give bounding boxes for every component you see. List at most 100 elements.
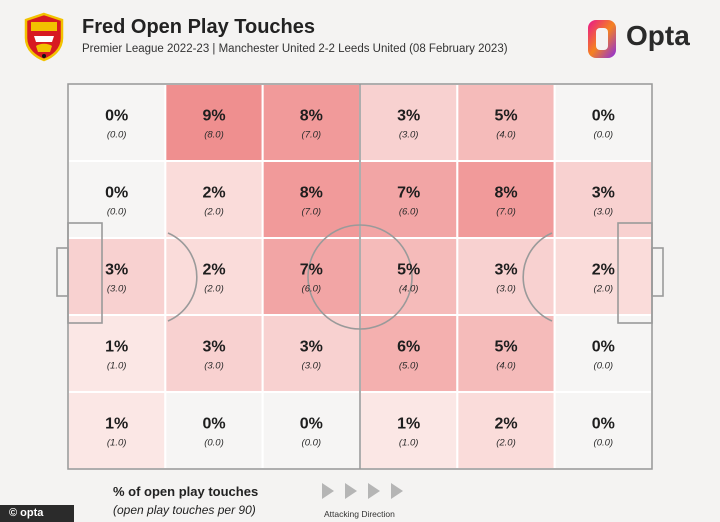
cell-per90-label: (0.0) — [107, 207, 127, 218]
cell-percent-label: 3% — [202, 339, 225, 356]
cell-percent-label: 8% — [300, 108, 323, 125]
cell-per90-label: (4.0) — [399, 284, 419, 295]
pitch-markings — [56, 83, 664, 470]
cell-per90-label: (6.0) — [399, 207, 419, 218]
cell-per90-label: (6.0) — [302, 284, 322, 295]
cell-percent-label: 0% — [105, 108, 128, 125]
cell-percent-label: 7% — [300, 262, 323, 279]
cell-percent-label: 3% — [105, 262, 128, 279]
opta-logo-icon — [588, 20, 616, 58]
cell-per90-label: (2.0) — [204, 207, 224, 218]
cell-per90-label: (3.0) — [496, 284, 516, 295]
cell-percent-label: 1% — [105, 416, 128, 433]
cell-per90-label: (2.0) — [594, 284, 614, 295]
play-arrow-icon — [322, 483, 334, 499]
cell-percent-label: 5% — [494, 108, 517, 125]
cell-per90-label: (3.0) — [594, 207, 614, 218]
cell-percent-label: 2% — [202, 262, 225, 279]
left-goal — [56, 247, 69, 297]
heatmap-cell — [261, 160, 361, 239]
cell-per90-label: (4.0) — [496, 361, 516, 372]
cell-per90-label: (4.0) — [496, 130, 516, 141]
cell-percent-label: 0% — [592, 339, 615, 356]
chart-title: Fred Open Play Touches — [82, 16, 316, 38]
heatmap-labels: 0% (0.0) 9% (8.0) 8% (7.0) 3% (3.0) 5% (4.0) 0% (0.… — [105, 108, 615, 449]
cell-percent-label: 3% — [397, 108, 420, 125]
heatmap-cell — [553, 391, 654, 470]
heatmap-cell — [553, 314, 654, 393]
cell-per90-label: (2.0) — [204, 284, 224, 295]
cell-percent-label: 0% — [592, 416, 615, 433]
cell-per90-label: (8.0) — [204, 130, 224, 141]
heatmap-cell — [164, 391, 264, 470]
chart-subtitle: Premier League 2022-23 | Manchester Unit… — [82, 43, 508, 55]
cell-percent-label: 8% — [300, 185, 323, 202]
heatmap-cell — [359, 237, 459, 316]
heatmap-cell — [67, 314, 167, 393]
heatmap-cell — [67, 391, 167, 470]
play-arrow-icon — [345, 483, 357, 499]
cell-per90-label: (0.0) — [302, 438, 322, 449]
cell-per90-label: (1.0) — [399, 438, 419, 449]
heatmap-cell — [164, 237, 264, 316]
cell-per90-label: (0.0) — [107, 130, 127, 141]
heatmap-cell — [359, 83, 459, 162]
cell-percent-label: 0% — [202, 416, 225, 433]
cell-percent-label: 1% — [105, 339, 128, 356]
cell-per90-label: (1.0) — [107, 361, 127, 372]
cell-per90-label: (3.0) — [302, 361, 322, 372]
heatmap-cell — [456, 160, 556, 239]
cell-per90-label: (1.0) — [107, 438, 127, 449]
opta-brand-text: Opta — [626, 20, 690, 51]
cell-percent-label: 5% — [494, 339, 517, 356]
cell-percent-label: 5% — [397, 262, 420, 279]
cell-percent-label: 9% — [202, 108, 225, 125]
right-goal — [651, 247, 664, 297]
center-circle — [307, 224, 413, 330]
cell-percent-label: 6% — [397, 339, 420, 356]
play-arrow-icon — [391, 483, 403, 499]
footer-bar — [0, 505, 74, 522]
legend-title: % of open play touches — [113, 484, 259, 499]
attacking-direction-arrows — [322, 483, 403, 499]
cell-per90-label: (3.0) — [399, 130, 419, 141]
cell-percent-label: 0% — [592, 108, 615, 125]
cell-per90-label: (7.0) — [302, 130, 322, 141]
cell-per90-label: (2.0) — [496, 438, 516, 449]
legend-subtitle: (open play touches per 90) — [113, 503, 256, 517]
heatmap-cell — [164, 314, 264, 393]
cell-per90-label: (7.0) — [302, 207, 322, 218]
cell-percent-label: 8% — [494, 185, 517, 202]
cell-percent-label: 2% — [494, 416, 517, 433]
cell-per90-label: (0.0) — [204, 438, 224, 449]
cell-percent-label: 0% — [300, 416, 323, 433]
cell-per90-label: (5.0) — [399, 361, 419, 372]
left-penalty-arc — [167, 232, 198, 322]
cell-percent-label: 2% — [202, 185, 225, 202]
cell-percent-label: 7% — [397, 185, 420, 202]
play-arrow-icon — [368, 483, 380, 499]
heatmap-cell — [261, 237, 361, 316]
cell-per90-label: (0.0) — [594, 361, 614, 372]
cell-percent-label: 2% — [592, 262, 615, 279]
heatmap-cell — [67, 237, 167, 316]
cell-per90-label: (3.0) — [204, 361, 224, 372]
cell-per90-label: (3.0) — [107, 284, 127, 295]
header: Fred Open Play Touches Premier League 20… — [0, 0, 720, 78]
manchester-united-crest-icon — [24, 12, 64, 62]
cell-per90-label: (7.0) — [496, 207, 516, 218]
footer-copyright: © opta — [9, 507, 44, 519]
cell-percent-label: 0% — [105, 185, 128, 202]
cell-per90-label: (0.0) — [594, 438, 614, 449]
cell-percent-label: 3% — [300, 339, 323, 356]
heatmap-cell — [456, 237, 556, 316]
attacking-direction-label: Attacking Direction — [324, 509, 395, 519]
cell-per90-label: (0.0) — [594, 130, 614, 141]
cell-percent-label: 3% — [494, 262, 517, 279]
cell-percent-label: 3% — [592, 185, 615, 202]
heatmap-cell — [553, 83, 654, 162]
heatmap-cell — [456, 314, 556, 393]
right-penalty-arc — [522, 232, 553, 322]
cell-percent-label: 1% — [397, 416, 420, 433]
